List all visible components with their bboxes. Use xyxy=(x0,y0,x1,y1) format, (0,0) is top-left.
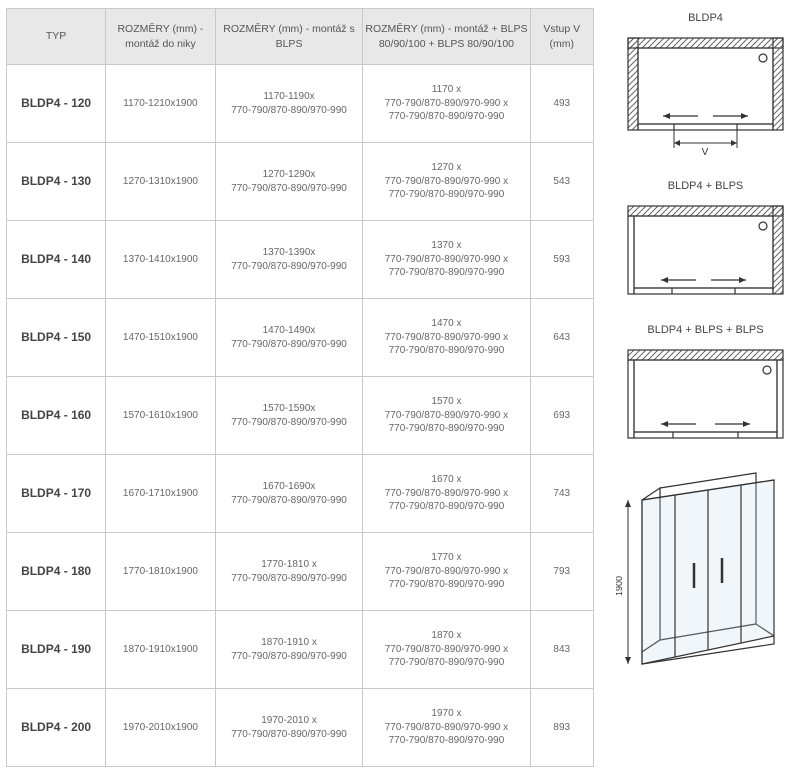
cell-vstup: 843 xyxy=(530,611,593,689)
diagram-label: BLDP4 + BLPS xyxy=(618,180,793,192)
cell-blps2: 1770 x770-790/870-890/970-990 x770-790/8… xyxy=(363,533,530,611)
cell-type: BLDP4 - 190 xyxy=(7,611,106,689)
cell-niky: 1370-1410x1900 xyxy=(106,221,216,299)
cell-type: BLDP4 - 130 xyxy=(7,143,106,221)
table-row: BLDP4 - 2001970-2010x19001970-2010 x770-… xyxy=(7,689,594,767)
cell-blps: 1470-1490x770-790/870-890/970-990 xyxy=(215,299,363,377)
cell-blps: 1970-2010 x770-790/870-890/970-990 xyxy=(215,689,363,767)
table-header-row: TYP ROZMĚRY (mm) - montáž do niky ROZMĚR… xyxy=(7,9,594,65)
perspective-view: 1900 xyxy=(616,468,796,693)
cell-type: BLDP4 - 180 xyxy=(7,533,106,611)
cell-blps2: 1670 x770-790/870-890/970-990 x770-790/8… xyxy=(363,455,530,533)
table-row: BLDP4 - 1801770-1810x19001770-1810 x770-… xyxy=(7,533,594,611)
v-label: V xyxy=(702,147,709,158)
cell-blps: 1170-1190x770-790/870-890/970-990 xyxy=(215,65,363,143)
table-row: BLDP4 - 1901870-1910x19001870-1910 x770-… xyxy=(7,611,594,689)
cell-blps2: 1270 x770-790/870-890/970-990 x770-790/8… xyxy=(363,143,530,221)
dimensions-table: TYP ROZMĚRY (mm) - montáž do niky ROZMĚR… xyxy=(6,8,594,767)
cell-blps: 1870-1910 x770-790/870-890/970-990 xyxy=(215,611,363,689)
height-label: 1900 xyxy=(616,576,624,596)
plan-view-bldp4: V xyxy=(618,30,793,158)
cell-blps: 1770-1810 x770-790/870-890/970-990 xyxy=(215,533,363,611)
cell-type: BLDP4 - 170 xyxy=(7,455,106,533)
table-row: BLDP4 - 1601570-1610x19001570-1590x770-7… xyxy=(7,377,594,455)
cell-type: BLDP4 - 150 xyxy=(7,299,106,377)
cell-blps: 1670-1690x770-790/870-890/970-990 xyxy=(215,455,363,533)
table-row: BLDP4 - 1701670-1710x19001670-1690x770-7… xyxy=(7,455,594,533)
cell-blps2: 1970 x770-790/870-890/970-990 x770-790/8… xyxy=(363,689,530,767)
header-type: TYP xyxy=(7,9,106,65)
header-blps: ROZMĚRY (mm) - montáž s BLPS xyxy=(215,9,363,65)
cell-vstup: 693 xyxy=(530,377,593,455)
diagram-perspective: 1900 xyxy=(616,468,796,693)
cell-blps2: 1370 x770-790/870-890/970-990 x770-790/8… xyxy=(363,221,530,299)
diagram-bldp4-blps: BLDP4 + BLPS xyxy=(618,180,793,302)
cell-blps: 1270-1290x770-790/870-890/970-990 xyxy=(215,143,363,221)
cell-blps2: 1570 x770-790/870-890/970-990 x770-790/8… xyxy=(363,377,530,455)
dimensions-table-wrapper: TYP ROZMĚRY (mm) - montáž do niky ROZMĚR… xyxy=(6,8,594,768)
header-niky: ROZMĚRY (mm) - montáž do niky xyxy=(106,9,216,65)
cell-type: BLDP4 - 160 xyxy=(7,377,106,455)
header-vstup: Vstup V (mm) xyxy=(530,9,593,65)
cell-vstup: 793 xyxy=(530,533,593,611)
cell-niky: 1970-2010x1900 xyxy=(106,689,216,767)
header-blps2: ROZMĚRY (mm) - montáž + BLPS 80/90/100 +… xyxy=(363,9,530,65)
cell-niky: 1770-1810x1900 xyxy=(106,533,216,611)
cell-vstup: 593 xyxy=(530,221,593,299)
plan-view-bldp4-blps xyxy=(618,198,793,302)
table-row: BLDP4 - 1301270-1310x19001270-1290x770-7… xyxy=(7,143,594,221)
cell-type: BLDP4 - 140 xyxy=(7,221,106,299)
cell-niky: 1170-1210x1900 xyxy=(106,65,216,143)
table-row: BLDP4 - 1501470-1510x19001470-1490x770-7… xyxy=(7,299,594,377)
cell-blps: 1370-1390x770-790/870-890/970-990 xyxy=(215,221,363,299)
cell-niky: 1670-1710x1900 xyxy=(106,455,216,533)
cell-vstup: 543 xyxy=(530,143,593,221)
cell-niky: 1470-1510x1900 xyxy=(106,299,216,377)
cell-niky: 1570-1610x1900 xyxy=(106,377,216,455)
cell-vstup: 643 xyxy=(530,299,593,377)
cell-blps: 1570-1590x770-790/870-890/970-990 xyxy=(215,377,363,455)
table-row: BLDP4 - 1401370-1410x19001370-1390x770-7… xyxy=(7,221,594,299)
cell-niky: 1870-1910x1900 xyxy=(106,611,216,689)
cell-vstup: 493 xyxy=(530,65,593,143)
cell-niky: 1270-1310x1900 xyxy=(106,143,216,221)
cell-type: BLDP4 - 120 xyxy=(7,65,106,143)
diagram-label: BLDP4 xyxy=(618,12,793,24)
diagram-label: BLDP4 + BLPS + BLPS xyxy=(618,324,793,336)
cell-blps2: 1870 x770-790/870-890/970-990 x770-790/8… xyxy=(363,611,530,689)
diagram-bldp4: BLDP4 xyxy=(618,12,793,158)
cell-blps2: 1470 x770-790/870-890/970-990 x770-790/8… xyxy=(363,299,530,377)
cell-type: BLDP4 - 200 xyxy=(7,689,106,767)
cell-vstup: 743 xyxy=(530,455,593,533)
plan-view-bldp4-blps-blps xyxy=(618,342,793,446)
table-row: BLDP4 - 1201170-1210x19001170-1190x770-7… xyxy=(7,65,594,143)
cell-vstup: 893 xyxy=(530,689,593,767)
diagram-bldp4-blps-blps: BLDP4 + BLPS + BLPS xyxy=(618,324,793,446)
diagrams-column: BLDP4 xyxy=(594,8,803,768)
cell-blps2: 1170 x770-790/870-890/970-990 x770-790/8… xyxy=(363,65,530,143)
